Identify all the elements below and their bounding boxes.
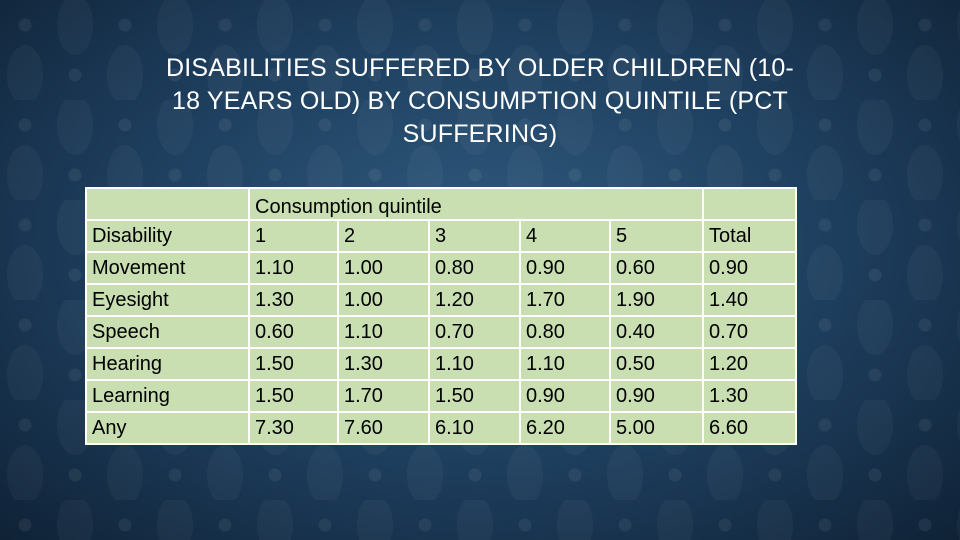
table-cell: 0.50 xyxy=(608,347,705,381)
table-row: Movement 1.10 1.00 0.80 0.90 0.60 0.90 xyxy=(85,251,798,285)
table-cell: 1.20 xyxy=(428,283,521,317)
table-cell: 0.60 xyxy=(248,315,339,349)
table-cell: 0.90 xyxy=(702,251,798,285)
title-line-3: SUFFERING) xyxy=(402,120,558,148)
table-row: Hearing 1.50 1.30 1.10 1.10 0.50 1.20 xyxy=(85,347,798,381)
table-cell: 6.60 xyxy=(702,411,798,445)
table-cell: 5.00 xyxy=(608,411,705,445)
column-header-q1: 1 xyxy=(248,219,339,253)
table-cell: 1.50 xyxy=(428,379,521,413)
table-cell: 1.10 xyxy=(337,315,430,349)
column-header-q2: 2 xyxy=(337,219,430,253)
table-cell: 0.90 xyxy=(519,379,611,413)
table-cell: 0.60 xyxy=(608,251,705,285)
table-cell: 1.90 xyxy=(608,283,705,317)
table-cell: 0.80 xyxy=(519,315,611,349)
table-cell: 1.10 xyxy=(248,251,339,285)
table-cell: 1.10 xyxy=(519,347,611,381)
header-empty-cell xyxy=(85,187,250,221)
title-line-1: DISABILITIES SUFFERED BY OLDER CHILDREN … xyxy=(166,54,794,82)
column-header-total: Total xyxy=(702,219,798,253)
column-header-disability: Disability xyxy=(85,219,250,253)
slide-title: DISABILITIES SUFFERED BY OLDER CHILDREN … xyxy=(60,52,900,151)
table-cell: 1.50 xyxy=(248,379,339,413)
table-cell: 1.30 xyxy=(248,283,339,317)
row-label: Learning xyxy=(85,379,250,413)
table-cell: 0.70 xyxy=(702,315,798,349)
table-cell: 0.70 xyxy=(428,315,521,349)
table-cell: 0.40 xyxy=(608,315,705,349)
table-cell: 1.70 xyxy=(519,283,611,317)
row-label: Hearing xyxy=(85,347,250,381)
table-row: Eyesight 1.30 1.00 1.20 1.70 1.90 1.40 xyxy=(85,283,798,317)
table-cell: 1.50 xyxy=(248,347,339,381)
row-label: Movement xyxy=(85,251,250,285)
table-cell: 1.30 xyxy=(337,347,430,381)
row-label: Speech xyxy=(85,315,250,349)
title-line-2: 18 YEARS OLD) BY CONSUMPTION QUINTILE (P… xyxy=(172,87,788,115)
column-header-q3: 3 xyxy=(428,219,521,253)
column-header-q5: 5 xyxy=(608,219,705,253)
table-row: Any 7.30 7.60 6.10 6.20 5.00 6.60 xyxy=(85,411,798,445)
table-row: Speech 0.60 1.10 0.70 0.80 0.40 0.70 xyxy=(85,315,798,349)
table-cell: 6.20 xyxy=(519,411,611,445)
table-cell: 0.90 xyxy=(608,379,705,413)
disability-table: Consumption quintile Disability 1 2 3 4 … xyxy=(85,187,798,445)
table-cell: 1.00 xyxy=(337,283,430,317)
table-cell: 1.10 xyxy=(428,347,521,381)
table-cell: 0.80 xyxy=(428,251,521,285)
table-cell: 7.60 xyxy=(337,411,430,445)
row-label: Eyesight xyxy=(85,283,250,317)
row-label: Any xyxy=(85,411,250,445)
table-cell: 1.30 xyxy=(702,379,798,413)
table-cell: 1.00 xyxy=(337,251,430,285)
table-cell: 6.10 xyxy=(428,411,521,445)
table-cell: 0.90 xyxy=(519,251,611,285)
table-cell: 1.20 xyxy=(702,347,798,381)
table-cell: 7.30 xyxy=(248,411,339,445)
table-cell: 1.70 xyxy=(337,379,430,413)
table-row: Learning 1.50 1.70 1.50 0.90 0.90 1.30 xyxy=(85,379,798,413)
group-header-consumption-quintile: Consumption quintile xyxy=(247,187,705,221)
table-cell: 1.40 xyxy=(702,283,798,317)
column-header-q4: 4 xyxy=(519,219,611,253)
table-column-header-row: Disability 1 2 3 4 5 Total xyxy=(85,219,798,253)
header-empty-cell xyxy=(702,187,798,221)
table-group-header-row: Consumption quintile xyxy=(85,187,798,221)
